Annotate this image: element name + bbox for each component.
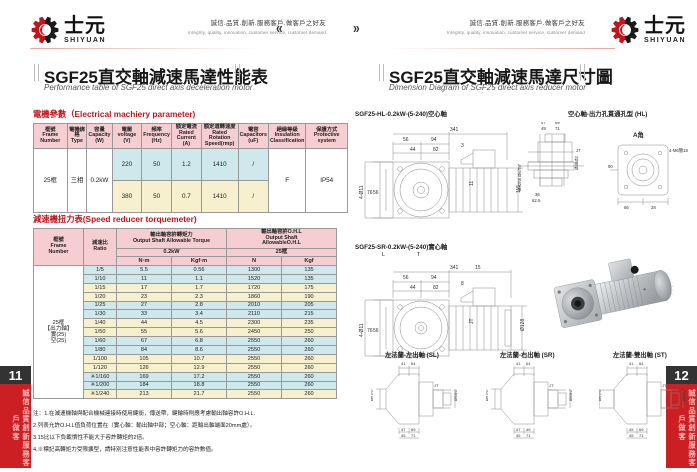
svg-text:Ø67h7: Ø67h7	[371, 388, 374, 401]
svg-text:36: 36	[535, 192, 540, 197]
svg-text:4-Ø11: 4-Ø11	[359, 323, 365, 337]
svg-text:69: 69	[639, 427, 644, 432]
svg-text:45: 45	[629, 433, 634, 438]
svg-text:69: 69	[411, 427, 416, 432]
svg-text:71: 71	[555, 126, 560, 131]
svg-text:Ø68h7: Ø68h7	[681, 388, 686, 401]
svg-text:56: 56	[403, 137, 409, 143]
svg-text:28: 28	[651, 205, 656, 210]
svg-text:82: 82	[433, 147, 439, 153]
svg-text:69: 69	[555, 122, 560, 125]
svg-text:56: 56	[403, 275, 409, 281]
svg-text:82: 82	[433, 285, 439, 291]
svg-text:94: 94	[431, 275, 437, 281]
svg-text:66: 66	[624, 205, 629, 210]
svg-text:47: 47	[401, 427, 406, 432]
svg-text:64: 64	[526, 362, 531, 366]
svg-text:71: 71	[526, 433, 531, 438]
svg-text:Ø67h7: Ø67h7	[518, 163, 522, 177]
svg-text:45: 45	[401, 433, 406, 438]
svg-text:341: 341	[450, 127, 459, 133]
svg-text:44: 44	[410, 285, 416, 291]
svg-text:41: 41	[516, 362, 521, 366]
svg-text:Ø88Ø2: Ø88Ø2	[574, 156, 579, 170]
svg-text:Ø128: Ø128	[520, 319, 526, 331]
svg-text:64: 64	[639, 362, 644, 366]
svg-text:62.5: 62.5	[532, 198, 541, 203]
svg-text:JT: JT	[434, 383, 439, 388]
svg-text:3: 3	[461, 143, 464, 149]
svg-text:76: 76	[367, 190, 373, 196]
svg-text:JT: JT	[469, 318, 475, 324]
svg-text:15: 15	[475, 265, 481, 271]
svg-text:Ø67h7: Ø67h7	[599, 388, 602, 401]
svg-text:45: 45	[629, 427, 634, 432]
svg-text:49: 49	[541, 126, 546, 131]
svg-text:341: 341	[450, 265, 459, 271]
svg-text:JT: JT	[549, 383, 554, 388]
svg-text:47: 47	[541, 122, 546, 125]
svg-text:76: 76	[367, 328, 373, 334]
svg-text:94: 94	[431, 137, 437, 143]
svg-text:45: 45	[516, 433, 521, 438]
svg-text:Ø52h8: Ø52h8	[518, 177, 522, 191]
svg-text:56: 56	[373, 328, 379, 334]
svg-text:Ø68h7: Ø68h7	[453, 388, 458, 401]
svg-text:Ø68h7: Ø68h7	[568, 388, 573, 401]
svg-text:Ø67h7: Ø67h7	[486, 388, 489, 401]
svg-text:J7: J7	[576, 148, 581, 153]
svg-text:JT: JT	[662, 383, 667, 388]
svg-text:64: 64	[411, 362, 416, 366]
svg-text:49: 49	[526, 427, 531, 432]
svg-text:4-M6簡18: 4-M6簡18	[669, 147, 688, 154]
svg-text:4-Ø11: 4-Ø11	[359, 185, 365, 199]
svg-text:90: 90	[608, 164, 613, 169]
svg-text:71: 71	[639, 433, 644, 438]
svg-text:71: 71	[411, 433, 416, 438]
svg-text:44: 44	[410, 147, 416, 153]
svg-text:41: 41	[629, 362, 634, 366]
svg-text:56: 56	[373, 190, 379, 196]
svg-text:41: 41	[401, 362, 406, 366]
svg-text:8: 8	[461, 281, 464, 287]
svg-text:47: 47	[516, 427, 521, 432]
svg-text:11: 11	[469, 181, 475, 186]
